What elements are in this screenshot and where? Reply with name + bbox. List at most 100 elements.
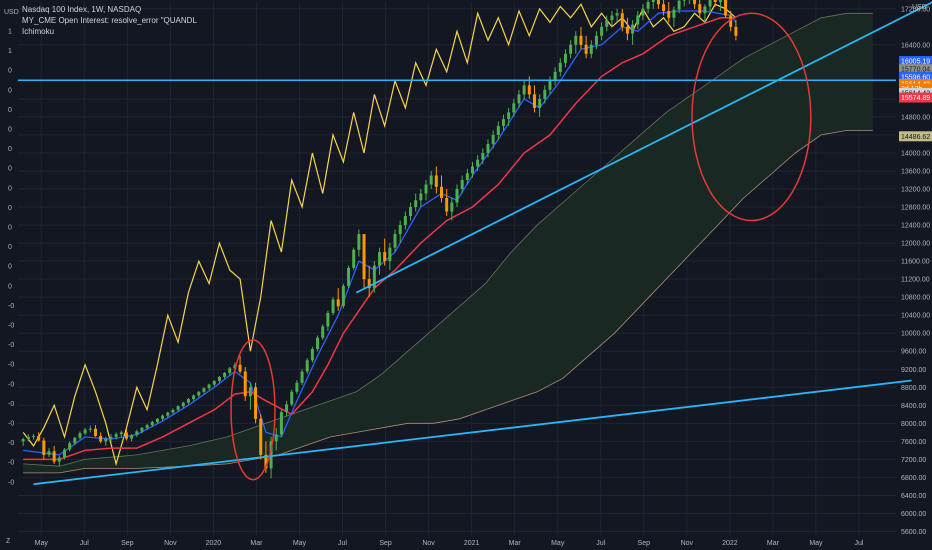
candle-body — [667, 11, 671, 18]
right-currency-label: USD — [912, 4, 927, 11]
candle-body — [114, 434, 118, 437]
candle-body — [429, 175, 433, 185]
candle-body — [713, 0, 717, 3]
axes: 17200.0016400.0015200.0014800.0014400.00… — [8, 6, 930, 547]
candle-body — [481, 152, 485, 160]
candle-body — [496, 125, 500, 135]
candle-body — [130, 435, 134, 439]
candle-body — [295, 382, 299, 392]
candle-body — [553, 71, 557, 81]
y-tick-label: 7600.00 — [901, 439, 926, 446]
y-tick-label: 10400.00 — [901, 313, 930, 320]
left-tick-label: -0 — [8, 303, 14, 310]
candle-body — [254, 387, 258, 419]
candle-body — [543, 89, 547, 99]
candle-body — [290, 391, 294, 405]
candle-body — [527, 85, 531, 95]
candle-body — [21, 439, 25, 442]
candle-body — [161, 415, 165, 419]
y-tick-label: 11200.00 — [901, 277, 930, 284]
x-tick-label: Nov — [164, 540, 177, 547]
x-tick-label: Jul — [338, 540, 347, 547]
left-tick-label: -0 — [8, 421, 14, 428]
candle-body — [517, 94, 521, 104]
left-tick-label: 0 — [8, 107, 12, 114]
candle-body — [68, 443, 72, 450]
y-tick-label: 7200.00 — [901, 457, 926, 464]
candle-body — [248, 387, 252, 397]
candle-body — [383, 252, 387, 262]
candle-body — [455, 189, 459, 203]
candle-body — [600, 26, 604, 36]
candle-body — [532, 94, 536, 108]
candle-body — [367, 279, 371, 289]
candle-body — [124, 432, 128, 439]
candle-body — [83, 429, 87, 434]
x-tick-label: 2020 — [206, 540, 222, 547]
price-tag-text: 15574.89 — [901, 95, 930, 102]
y-tick-label: 12000.00 — [901, 241, 930, 248]
candle-body — [584, 44, 588, 54]
candle-body — [181, 402, 185, 407]
y-tick-label: 10000.00 — [901, 331, 930, 338]
y-tick-label: 13600.00 — [901, 168, 930, 175]
candle-body — [594, 35, 598, 45]
candle-body — [269, 441, 273, 469]
left-tick-label: 0 — [8, 146, 12, 153]
y-tick-label: 5600.00 — [901, 529, 926, 536]
x-tick-label: Nov — [422, 540, 435, 547]
candle-body — [486, 143, 490, 153]
candle-body — [563, 53, 567, 63]
x-tick-label: Sep — [121, 540, 134, 547]
cloud-lower-edge — [23, 130, 873, 474]
candle-body — [372, 265, 376, 289]
x-tick-label: 2022 — [722, 540, 738, 547]
x-tick-label: Mar — [250, 540, 263, 547]
y-tick-label: 6800.00 — [901, 475, 926, 482]
candle-body — [620, 13, 624, 27]
candle-body — [589, 44, 593, 54]
price-tag-bg — [899, 56, 932, 67]
candle-body — [398, 225, 402, 235]
candle-body — [238, 364, 242, 372]
candle-body — [579, 35, 583, 45]
y-tick-label: 16400.00 — [901, 42, 930, 49]
candle-body — [636, 15, 640, 25]
candle-body — [305, 360, 309, 372]
candle-body — [212, 380, 216, 385]
candle-body — [507, 112, 511, 120]
y-tick-label: 8800.00 — [901, 385, 926, 392]
x-tick-label: Jul — [80, 540, 89, 547]
candle-body — [223, 372, 227, 377]
candle-body — [538, 98, 542, 108]
candle-body — [450, 202, 454, 212]
candle-body — [677, 0, 681, 10]
left-tick-label: 0 — [8, 87, 12, 94]
price-tag-text: 15596.60 — [901, 74, 930, 81]
candle-body — [605, 20, 609, 27]
candle-body — [62, 449, 66, 458]
candle-body — [729, 15, 733, 27]
symbol-title[interactable]: Nasdaq 100 Index, 1W, NASDAQ — [22, 5, 142, 14]
candle-body — [171, 409, 175, 413]
candle-body — [470, 166, 474, 174]
cloud-upper-edge — [23, 12, 873, 467]
y-tick-label: 13200.00 — [901, 187, 930, 194]
price-tag-text: 15770.04 — [901, 67, 930, 74]
candle-body — [57, 457, 61, 462]
trendline — [355, 1, 932, 294]
y-tick-label: 12800.00 — [901, 205, 930, 212]
x-tick-label: Mar — [767, 540, 780, 547]
indicator-open-interest-title[interactable]: MY_CME Open Interest: resolve_error "QUA… — [22, 16, 197, 25]
candle-body — [166, 412, 170, 416]
candle-body — [434, 175, 438, 187]
candle-body — [243, 371, 247, 397]
candles — [21, 0, 738, 479]
candle-body — [357, 234, 361, 250]
candle-body — [264, 454, 268, 469]
indicator-ichimoku-title[interactable]: Ichimoku — [22, 27, 55, 36]
y-tick-label: 17200.00 — [901, 6, 930, 13]
candle-body — [37, 435, 41, 441]
